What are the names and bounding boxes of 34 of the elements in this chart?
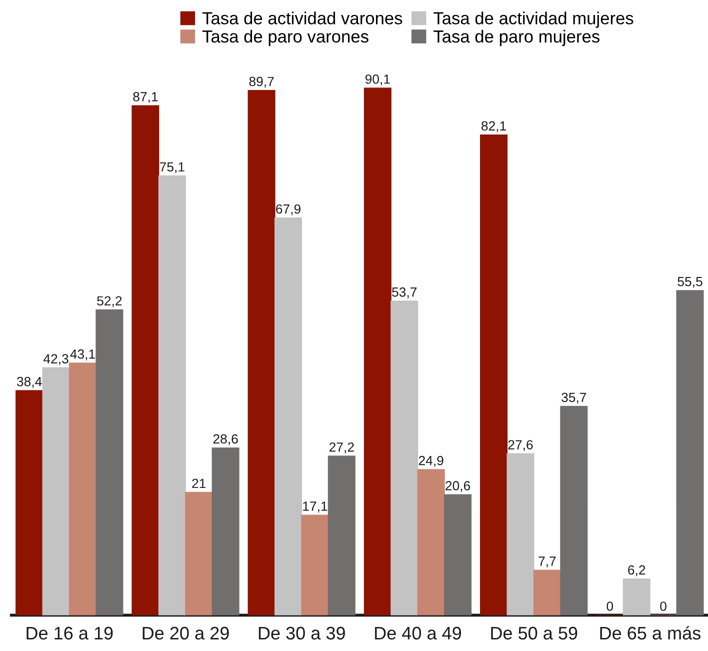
data-label: 0 [660,602,666,611]
data-label: 55,5 [678,277,702,288]
x-tick-label: De 20 a 29 [142,626,229,640]
legend-label: Tasa de paro mujeres [434,30,600,46]
data-label: 43,1 [70,349,95,360]
data-label: 89,7 [249,76,274,88]
data-label: 67,9 [276,204,300,216]
data-label: 17,1 [303,502,328,512]
data-label: 42,3 [43,354,68,366]
data-label: 90,1 [365,74,390,86]
data-label: 35,7 [562,392,586,404]
x-tick-label: De 50 a 59 [491,626,578,640]
data-label: 53,7 [392,287,417,298]
data-label: 20,6 [446,481,470,492]
data-label: 75,1 [160,162,184,174]
x-tick-label: De 40 a 49 [375,626,462,640]
data-label: 24,9 [418,456,444,467]
data-label: 21 [192,478,206,488]
data-label: 6,2 [628,565,646,576]
x-tick-label: De 30 a 39 [258,626,345,640]
legend-label: Tasa de actividad mujeres [434,12,634,28]
x-tick-label: De 16 a 19 [26,626,113,640]
data-label: 52,2 [97,296,122,308]
data-label: 27,6 [508,440,533,452]
data-label: 7,7 [538,556,556,568]
legend-label: Tasa de paro varones [202,30,368,46]
legend-label: Tasa de actividad varones [202,12,402,24]
x-tick-label: De 65 a más [600,626,700,640]
data-label: 87,1 [133,92,158,103]
data-label: 82,1 [482,121,506,132]
data-label: 38,4 [16,376,42,388]
data-label: 27,2 [329,442,354,454]
data-label: 0 [606,602,614,611]
data-label: 28,6 [213,434,238,446]
